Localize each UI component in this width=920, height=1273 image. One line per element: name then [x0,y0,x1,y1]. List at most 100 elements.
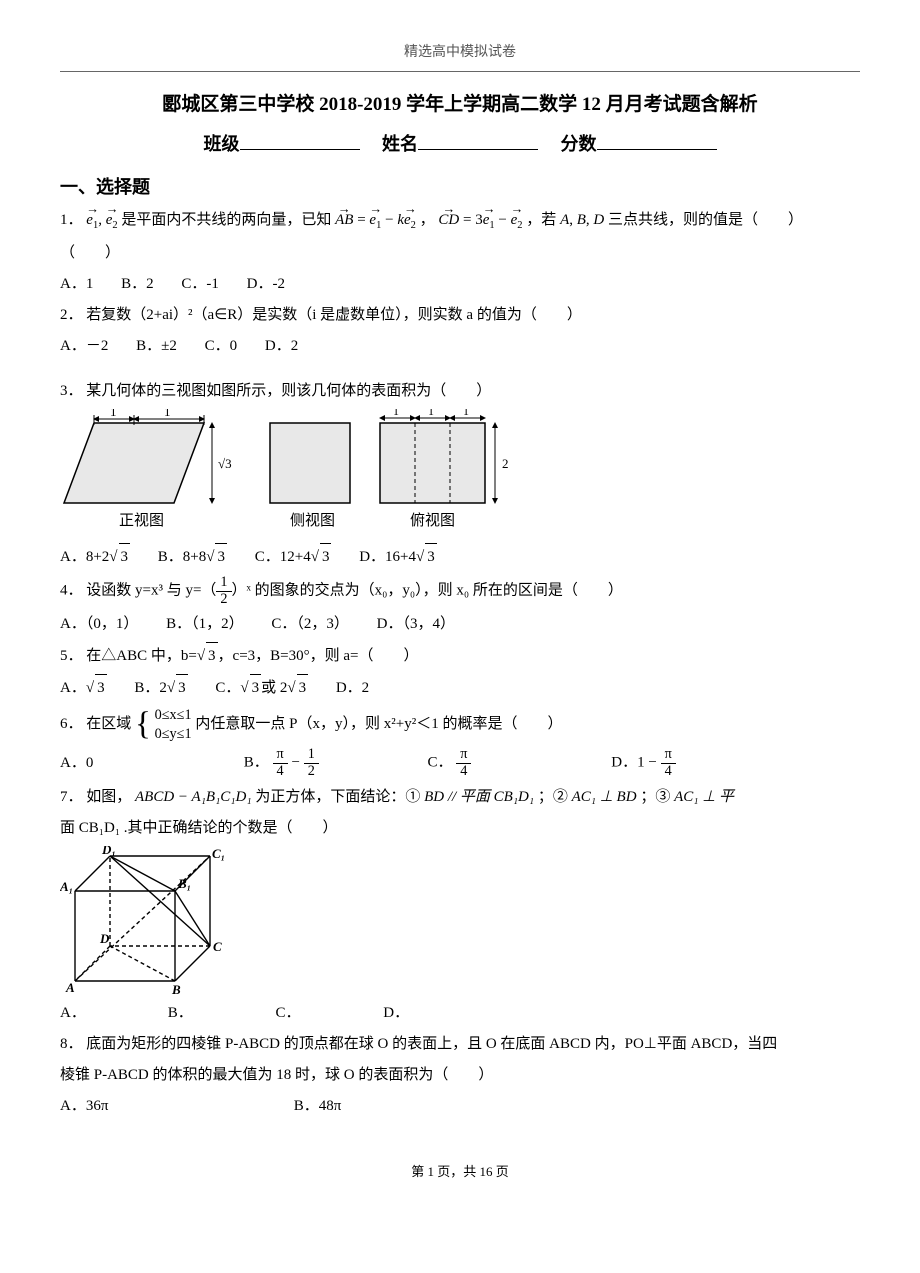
q6-pre: 6． 在区域 [60,716,131,732]
q2-options: A．－2 B．±2 C．0 D．2 [60,333,860,360]
q3-opt-D[interactable]: D．16+43 [359,543,437,571]
svg-text:俯视图: 俯视图 [410,512,455,529]
q7-opt-D[interactable]: D． [383,1000,463,1027]
question-8-l1: 8． 底面为矩形的四棱锥 P-ABCD 的顶点都在球 O 的表面上，且 O 在底… [60,1031,860,1058]
question-6: 6． 在区域 { 0≤x≤1 0≤y≤1 内任意取一点 P（x，y），则 x²+… [60,706,860,743]
q2-opt-D[interactable]: D．2 [265,333,298,360]
q7-mid3: ；③ [640,789,674,805]
q7-s2: AC₁ ⊥ BD [572,789,637,805]
question-4: 4． 设函数 y=x³ 与 y=（12）ˣ 的图象的交点为（x₀，y₀），则 x… [60,575,860,607]
q7-s1: BD // 平面 CB₁D₁ [424,789,534,805]
q1-post: 三点共线，则的值是（ ） [608,212,803,228]
question-1: 1． e1, e2 是平面内不共线的两向量，已知 AB = e1 − ke2 ，… [60,207,860,236]
q4-opt-A[interactable]: A．（0，1） [60,611,138,638]
q3-opt-B[interactable]: B．8+83 [158,543,227,571]
cube-svg: A B C D A₁ B₁ C₁ D₁ [60,846,230,996]
q4-post: ）ˣ 的图象的交点为（x₀，y₀），则 x₀ 所在的区间是（ ） [232,583,623,599]
doc-header-small: 精选高中模拟试卷 [60,40,860,65]
q1-opt-D[interactable]: D．-2 [247,271,285,298]
svg-text:正视图: 正视图 [119,512,164,529]
q6-opt-A[interactable]: A．0 [60,750,240,777]
vec-e2: e2 [106,207,118,236]
name-blank[interactable] [418,131,538,150]
q8-opt-B[interactable]: B．48π [294,1093,474,1120]
q6-opt-D[interactable]: D．1 − π4 [611,747,791,779]
q8-options: A．36π B．48π [60,1093,860,1120]
svg-text:C₁: C₁ [212,846,225,861]
q5-mid: ，c=3，B=30°，则 a=（ ） [218,648,419,664]
q6-opt-C[interactable]: C． π4 [428,747,608,779]
header-rule [60,71,860,72]
question-8-l2: 棱锥 P-ABCD 的体积的最大值为 18 时，球 O 的表面积为（ ） [60,1062,860,1089]
q1-mid1: ， [420,212,435,228]
vec-e2c: e2 [511,207,523,236]
question-2: 2． 若复数（2+ai）²（a∈R）是实数（i 是虚数单位），则实数 a 的值为… [60,302,860,329]
q6-options: A．0 B． π4 − 12 C． π4 D．1 − π4 [60,747,860,779]
score-label: 分数 [561,134,597,154]
q5-pre: 5． 在△ABC 中，b= [60,648,197,664]
svg-text:1: 1 [164,409,171,419]
q4-opt-D[interactable]: D．（3，4） [377,611,455,638]
q8-opt-A[interactable]: A．36π [60,1093,290,1120]
vec-AB: AB [335,207,353,234]
q4-opt-B[interactable]: B．（1，2） [166,611,244,638]
svg-text:C: C [213,939,222,954]
q7-mid1: 为正方体，下面结论：① [255,789,424,805]
q3-figure: 1 1 √3 正视图 侧视图 1 1 1 [60,409,860,539]
q1-pre: 是平面内不共线的两向量，已知 [121,212,331,228]
q3-opt-A[interactable]: A．8+23 [60,543,130,571]
page-footer: 第 1 页，共 16 页 [60,1160,860,1183]
q7-opt-C[interactable]: C． [276,1000,356,1027]
svg-text:D₁: D₁ [101,846,116,857]
vec-e2b: e2 [404,207,416,236]
q7-pre: 7． 如图， [60,789,131,805]
q7-s3: AC₁ ⊥ 平 [674,789,734,805]
class-blank[interactable] [240,131,360,150]
svg-text:√3: √3 [218,456,232,471]
score-blank[interactable] [597,131,717,150]
vec-e1b: e1 [369,207,381,236]
q4-frac: 12 [216,575,231,607]
svg-text:1: 1 [463,409,469,418]
q1-options: A．1 B．2 C．-1 D．-2 [60,271,860,298]
q7-opt-B[interactable]: B． [168,1000,248,1027]
q4-options: A．（0，1） B．（1，2） C．（2，3） D．（3，4） [60,611,860,638]
name-label: 姓名 [382,134,418,154]
q6-opt-B[interactable]: B． π4 − 12 [244,747,424,779]
q3-options: A．8+23 B．8+83 C．12+43 D．16+43 [60,543,860,571]
svg-text:2: 2 [502,456,509,471]
q4-opt-C[interactable]: C．（2，3） [271,611,349,638]
q2-opt-C[interactable]: C．0 [205,333,238,360]
svg-text:1: 1 [428,409,434,418]
q5-opt-C[interactable]: C．3或 23 [215,674,308,702]
q1-paren: （ ） [60,240,860,267]
question-5: 5． 在△ABC 中，b=3，c=3，B=30°，则 a=（ ） [60,642,860,670]
svg-text:1: 1 [393,409,399,418]
svg-text:D: D [99,931,110,946]
q1-opt-A[interactable]: A．1 [60,271,93,298]
question-7: 7． 如图， ABCD − A₁B₁C₁D₁ 为正方体，下面结论：① BD //… [60,784,860,811]
q1-opt-C[interactable]: C．-1 [181,271,219,298]
vec-CD: CD [438,207,459,234]
q2-opt-A[interactable]: A．－2 [60,333,108,360]
q1-num: 1． [60,212,83,228]
q5-opt-B[interactable]: B．23 [134,674,187,702]
q4-pre: 4． 设函数 y=x³ 与 y=（ [60,583,216,599]
info-row: 班级 姓名 分数 [60,128,860,160]
q1-opt-B[interactable]: B．2 [121,271,154,298]
svg-text:A₁: A₁ [60,879,73,894]
class-label: 班级 [204,134,240,154]
q7-opt-A[interactable]: A． [60,1000,140,1027]
svg-text:侧视图: 侧视图 [290,512,335,529]
svg-text:B: B [171,982,181,996]
q1-mid2: ，若 [526,212,556,228]
q5-opt-D[interactable]: D．2 [336,675,369,702]
vec-e1: e1 [86,207,98,236]
section-1-heading: 一、选择题 [60,171,860,203]
svg-text:A: A [65,980,75,995]
q7-options: A． B． C． D． [60,1000,860,1027]
q2-opt-B[interactable]: B．±2 [136,333,177,360]
q5-opt-A[interactable]: A．3 [60,674,107,702]
q3-opt-C[interactable]: C．12+43 [255,543,332,571]
q6-post: 内任意取一点 P（x，y），则 x²+y²＜1 的概率是（ ） [195,716,562,732]
